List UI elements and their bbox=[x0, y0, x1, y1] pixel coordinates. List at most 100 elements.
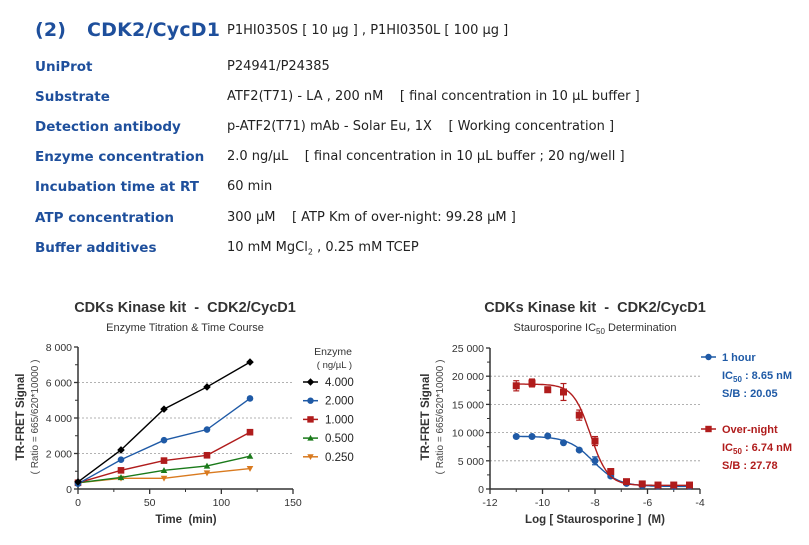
legend-sb: S/B : 20.05 bbox=[722, 388, 778, 400]
data-point bbox=[512, 382, 520, 390]
x-axis-label: Log [ Staurosporine ] (M) bbox=[525, 514, 665, 526]
y-tick-label: 4 000 bbox=[46, 413, 72, 425]
legend-marker bbox=[307, 416, 314, 423]
spec-value-buffer-additives: 10 mM MgCl2 , 0.25 mM TCEP bbox=[227, 240, 419, 257]
legend-subtitle: ( ng/µL ) bbox=[317, 360, 352, 371]
data-point bbox=[203, 470, 211, 477]
legend-sb: S/B : 27.78 bbox=[722, 460, 778, 472]
section-heading: (2) CDK2/CycD1 bbox=[35, 19, 220, 41]
spec-label-substrate: Substrate bbox=[35, 89, 110, 105]
data-point bbox=[117, 467, 125, 474]
data-point bbox=[654, 481, 662, 489]
y-axis-label: TR-FRET Signal bbox=[15, 374, 27, 461]
legend-title: Enzyme bbox=[314, 346, 352, 358]
section-number: (2) bbox=[35, 19, 67, 41]
legend-label: 4.000 bbox=[325, 377, 354, 389]
y-tick-label: 10 000 bbox=[452, 428, 484, 440]
y-tick-label: 0 bbox=[478, 484, 484, 496]
x-tick-label: -4 bbox=[695, 497, 704, 509]
ic50-chart: CDKs Kinase kit - CDK2/CycD1 Staurospori… bbox=[420, 300, 792, 526]
x-tick-label: 50 bbox=[144, 497, 156, 509]
x-tick-label: -12 bbox=[482, 497, 497, 509]
catalog-numbers: P1HI0350S [ 10 µg ] , P1HI0350L [ 100 µg… bbox=[227, 23, 509, 38]
spec-label-incubation-time: Incubation time at RT bbox=[35, 179, 199, 195]
data-point bbox=[203, 383, 211, 391]
data-point bbox=[246, 452, 254, 459]
data-point bbox=[117, 456, 125, 464]
data-point bbox=[528, 379, 536, 387]
chart-title: CDKs Kinase kit - CDK2/CycD1 bbox=[74, 300, 296, 316]
fit-curve bbox=[516, 435, 690, 488]
y-axis-label: TR-FRET Signal bbox=[420, 374, 432, 461]
x-tick-label: 0 bbox=[75, 497, 81, 509]
data-point bbox=[560, 439, 567, 447]
x-tick-label: 150 bbox=[284, 497, 302, 509]
legend-label: 1 hour bbox=[722, 352, 756, 364]
data-point bbox=[670, 481, 678, 489]
data-point bbox=[246, 395, 254, 402]
y-tick-label: 20 000 bbox=[452, 371, 484, 383]
legend-ic50: IC50 : 6.74 nM bbox=[722, 442, 792, 456]
data-point bbox=[544, 386, 552, 394]
data-point bbox=[512, 433, 520, 441]
legend-marker bbox=[705, 425, 712, 433]
y-tick-label: 25 000 bbox=[452, 343, 484, 355]
spec-value-enzyme-concentration: 2.0 ng/µL [ final concentration in 10 µL… bbox=[227, 149, 625, 164]
y-tick-label: 5 000 bbox=[458, 456, 484, 468]
enzyme-titration-chart: CDKs Kinase kit - CDK2/CycD1 Enzyme Titr… bbox=[15, 300, 354, 526]
x-tick-label: 100 bbox=[213, 497, 231, 509]
data-point bbox=[117, 446, 125, 454]
legend-marker bbox=[705, 353, 712, 361]
data-point bbox=[160, 467, 168, 474]
buffer-text-post: , 0.25 mM TCEP bbox=[312, 240, 419, 255]
spec-label-atp-concentration: ATP concentration bbox=[35, 210, 175, 226]
chart-subtitle: Staurosporine IC50 Determination bbox=[514, 322, 677, 336]
x-tick-label: -6 bbox=[643, 497, 652, 509]
legend-label: Over-night bbox=[722, 424, 778, 436]
spec-label-enzyme-concentration: Enzyme concentration bbox=[35, 149, 205, 165]
legend-marker bbox=[307, 454, 314, 460]
series-line bbox=[77, 361, 251, 483]
y-tick-label: 6 000 bbox=[46, 378, 72, 390]
chart-title: CDKs Kinase kit - CDK2/CycD1 bbox=[484, 300, 706, 316]
y-tick-label: 0 bbox=[66, 484, 72, 496]
y-tick-label: 2 000 bbox=[46, 449, 72, 461]
buffer-text-pre: 10 mM MgCl bbox=[227, 240, 308, 255]
data-point bbox=[160, 436, 168, 444]
data-point bbox=[575, 411, 583, 419]
data-point bbox=[638, 480, 646, 488]
data-point bbox=[203, 462, 211, 469]
y-tick-label: 8 000 bbox=[46, 342, 72, 354]
data-point bbox=[686, 481, 693, 489]
legend-label: 2.000 bbox=[325, 396, 354, 408]
legend-label: 0.250 bbox=[325, 452, 354, 464]
legend-marker bbox=[307, 397, 314, 404]
spec-value-substrate: ATF2(T71) - LA , 200 nM [ final concentr… bbox=[227, 89, 640, 104]
legend-marker bbox=[306, 378, 315, 386]
x-tick-label: -10 bbox=[535, 497, 550, 509]
spec-label-detection-antibody: Detection antibody bbox=[35, 119, 181, 135]
legend-ic50: IC50 : 8.65 nM bbox=[722, 370, 792, 384]
data-point bbox=[160, 405, 168, 413]
data-point bbox=[246, 358, 254, 366]
spec-value-detection-antibody: p-ATF2(T71) mAb - Solar Eu, 1X [ Working… bbox=[227, 119, 615, 134]
legend-marker bbox=[307, 434, 314, 441]
data-point bbox=[160, 475, 168, 482]
chart-subtitle: Enzyme Titration & Time Course bbox=[106, 322, 264, 334]
data-point bbox=[560, 388, 567, 396]
data-point bbox=[575, 446, 583, 454]
data-point bbox=[607, 468, 615, 476]
spec-value-atp-concentration: 300 µM [ ATP Km of over-night: 99.28 µM … bbox=[227, 210, 516, 225]
legend-label: 0.500 bbox=[325, 433, 354, 445]
data-point bbox=[544, 432, 552, 440]
spec-label-buffer-additives: Buffer additives bbox=[35, 240, 157, 256]
data-point bbox=[246, 428, 254, 436]
data-point bbox=[203, 426, 211, 433]
data-point bbox=[246, 465, 254, 472]
data-point bbox=[591, 437, 599, 445]
y-axis-label-ratio: ( Ratio = 665/620*10000 ) bbox=[30, 360, 41, 475]
spec-value-uniprot: P24941/P24385 bbox=[227, 59, 330, 74]
data-point bbox=[160, 457, 168, 464]
y-tick-label: 15 000 bbox=[452, 399, 484, 411]
data-point bbox=[117, 474, 125, 481]
